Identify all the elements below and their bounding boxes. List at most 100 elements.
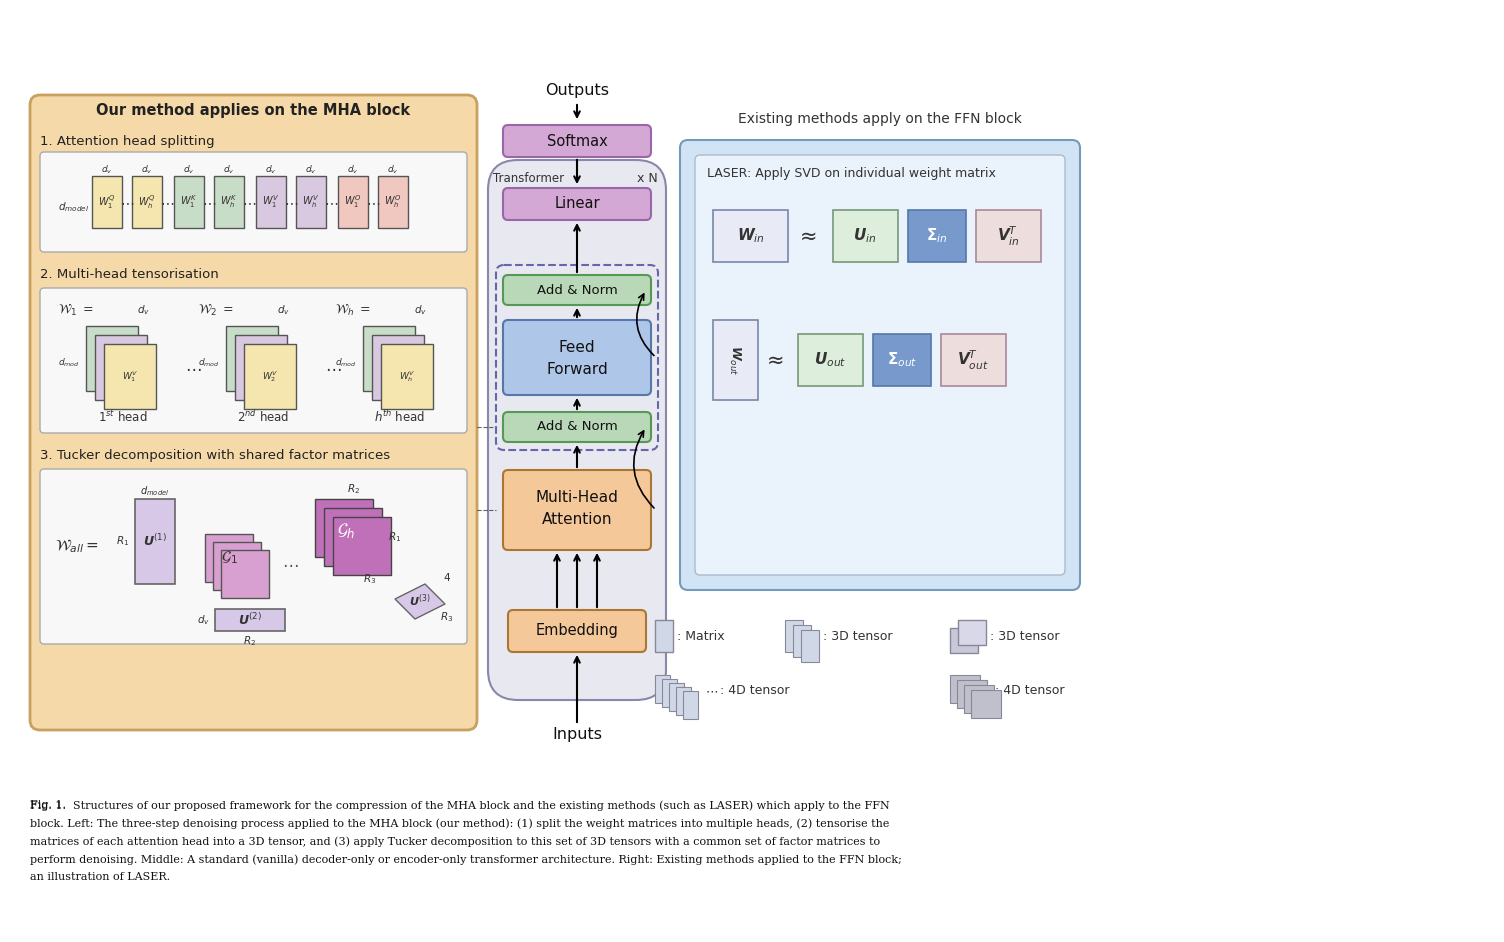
Text: $\boldsymbol{\Sigma}_{out}$: $\boldsymbol{\Sigma}_{out}$ xyxy=(887,350,917,369)
Bar xyxy=(221,550,269,598)
Text: $d_v$: $d_v$ xyxy=(387,164,399,176)
Text: Fig. 1.: Fig. 1. xyxy=(30,800,74,810)
Text: $W^Q_1$: $W^Q_1$ xyxy=(104,350,120,366)
Text: $\mathcal{W}_1$ $=$: $\mathcal{W}_1$ $=$ xyxy=(59,302,93,317)
Text: $d_v$: $d_v$ xyxy=(197,613,209,626)
FancyBboxPatch shape xyxy=(41,288,468,433)
Bar xyxy=(214,542,262,590)
Bar xyxy=(226,326,278,391)
FancyBboxPatch shape xyxy=(502,470,651,550)
FancyBboxPatch shape xyxy=(508,610,647,652)
Text: Feed: Feed xyxy=(558,340,596,355)
FancyBboxPatch shape xyxy=(41,469,468,644)
Text: $\boldsymbol{W}_{in}$: $\boldsymbol{W}_{in}$ xyxy=(737,227,764,245)
Text: : 3D tensor: : 3D tensor xyxy=(990,629,1059,642)
Text: 1$^{st}$ head: 1$^{st}$ head xyxy=(98,410,147,425)
FancyBboxPatch shape xyxy=(502,320,651,395)
Bar xyxy=(656,675,669,703)
Bar xyxy=(713,320,758,400)
Bar xyxy=(964,685,994,713)
Text: $R_3$: $R_3$ xyxy=(364,572,376,586)
Bar xyxy=(951,675,981,703)
Bar xyxy=(662,679,677,707)
Text: $d_v$: $d_v$ xyxy=(141,164,153,176)
Text: $W^V_h$: $W^V_h$ xyxy=(399,369,415,384)
Text: : 4D tensor: : 4D tensor xyxy=(720,685,790,697)
Bar xyxy=(957,680,987,708)
Text: Multi-Head: Multi-Head xyxy=(535,491,618,506)
Bar xyxy=(656,620,672,652)
Text: $d_v$: $d_v$ xyxy=(137,303,149,317)
Bar xyxy=(872,334,931,386)
Bar xyxy=(675,687,690,715)
Text: $\boldsymbol{\Sigma}_{in}$: $\boldsymbol{\Sigma}_{in}$ xyxy=(926,227,948,245)
Bar xyxy=(972,690,1002,718)
Text: $d_{mod}$: $d_{mod}$ xyxy=(59,357,80,369)
Bar xyxy=(296,176,326,228)
Bar xyxy=(95,335,147,400)
Text: $W^V_2$: $W^V_2$ xyxy=(262,369,278,384)
Text: perform denoising. Middle: A standard (vanilla) decoder-only or encoder-only tra: perform denoising. Middle: A standard (v… xyxy=(30,854,902,865)
Bar xyxy=(908,210,966,262)
Text: $W^K_h$: $W^K_h$ xyxy=(221,194,238,210)
Text: $W^Q_1$: $W^Q_1$ xyxy=(98,193,116,211)
FancyBboxPatch shape xyxy=(41,152,468,252)
Text: $\boldsymbol{U}^{(3)}$: $\boldsymbol{U}^{(3)}$ xyxy=(409,593,430,609)
Text: $\mathcal{W}_h$ $=$: $\mathcal{W}_h$ $=$ xyxy=(335,302,370,317)
FancyBboxPatch shape xyxy=(680,140,1080,590)
Text: $W^Q_2$: $W^Q_2$ xyxy=(244,350,260,366)
Bar xyxy=(381,344,433,409)
Text: $d_v$: $d_v$ xyxy=(414,303,427,317)
Text: block. Left: The three-step denoising process applied to the MHA block (our meth: block. Left: The three-step denoising pr… xyxy=(30,818,889,829)
Bar xyxy=(785,620,803,652)
Text: Forward: Forward xyxy=(546,362,608,377)
Text: $d_v$: $d_v$ xyxy=(277,303,289,317)
Bar xyxy=(235,335,287,400)
Text: $\cdots$: $\cdots$ xyxy=(323,195,338,209)
Bar xyxy=(669,683,684,711)
Bar xyxy=(942,334,1006,386)
Text: Transformer: Transformer xyxy=(493,172,564,185)
Text: $h^{th}$ head: $h^{th}$ head xyxy=(374,409,426,425)
Text: $\boldsymbol{U}^{(1)}$: $\boldsymbol{U}^{(1)}$ xyxy=(143,533,167,549)
Text: $\cdots$: $\cdots$ xyxy=(202,195,217,209)
FancyBboxPatch shape xyxy=(695,155,1065,575)
Text: $R_3$: $R_3$ xyxy=(441,610,454,624)
Text: $\cdots$: $\cdots$ xyxy=(120,195,134,209)
Bar xyxy=(205,534,253,582)
Text: : 4D tensor: : 4D tensor xyxy=(996,685,1065,697)
FancyBboxPatch shape xyxy=(487,160,666,700)
Text: $W^V_1$: $W^V_1$ xyxy=(122,369,138,384)
Text: $R_1$: $R_1$ xyxy=(116,535,129,548)
Text: $\cdots$: $\cdots$ xyxy=(242,195,256,209)
Bar xyxy=(362,326,415,391)
Text: $\cdots$: $\cdots$ xyxy=(185,359,202,377)
Text: $W^K_1$: $W^K_1$ xyxy=(180,194,197,210)
Text: $W^Q_h$: $W^Q_h$ xyxy=(381,350,397,366)
Text: $4$: $4$ xyxy=(444,571,451,583)
Bar xyxy=(378,176,408,228)
Text: $W^O_1$: $W^O_1$ xyxy=(344,194,362,210)
Text: $\mathcal{W}_2$ $=$: $\mathcal{W}_2$ $=$ xyxy=(199,302,233,317)
Text: $d_v$: $d_v$ xyxy=(265,164,277,176)
Text: : Matrix: : Matrix xyxy=(677,629,725,642)
Text: $W^V_1$: $W^V_1$ xyxy=(262,194,280,210)
Bar xyxy=(976,210,1041,262)
Text: Inputs: Inputs xyxy=(552,727,602,742)
Bar xyxy=(256,176,286,228)
Bar xyxy=(833,210,898,262)
Text: $\boldsymbol{W}_{out}$: $\boldsymbol{W}_{out}$ xyxy=(728,345,743,375)
Text: $R_1$: $R_1$ xyxy=(388,530,402,544)
Text: $W^K_1$: $W^K_1$ xyxy=(113,360,129,375)
Text: $W^O_h$: $W^O_h$ xyxy=(384,194,402,210)
FancyBboxPatch shape xyxy=(502,125,651,157)
Text: $\cdots$: $\cdots$ xyxy=(284,195,298,209)
Bar xyxy=(86,326,138,391)
Bar xyxy=(174,176,205,228)
FancyBboxPatch shape xyxy=(502,275,651,305)
Text: $W^V_h$: $W^V_h$ xyxy=(302,194,320,210)
Text: $\boldsymbol{U}_{out}$: $\boldsymbol{U}_{out}$ xyxy=(814,350,847,369)
Text: $\boldsymbol{V}^T_{in}$: $\boldsymbol{V}^T_{in}$ xyxy=(997,224,1020,248)
Text: Attention: Attention xyxy=(541,512,612,528)
Bar xyxy=(314,499,373,557)
